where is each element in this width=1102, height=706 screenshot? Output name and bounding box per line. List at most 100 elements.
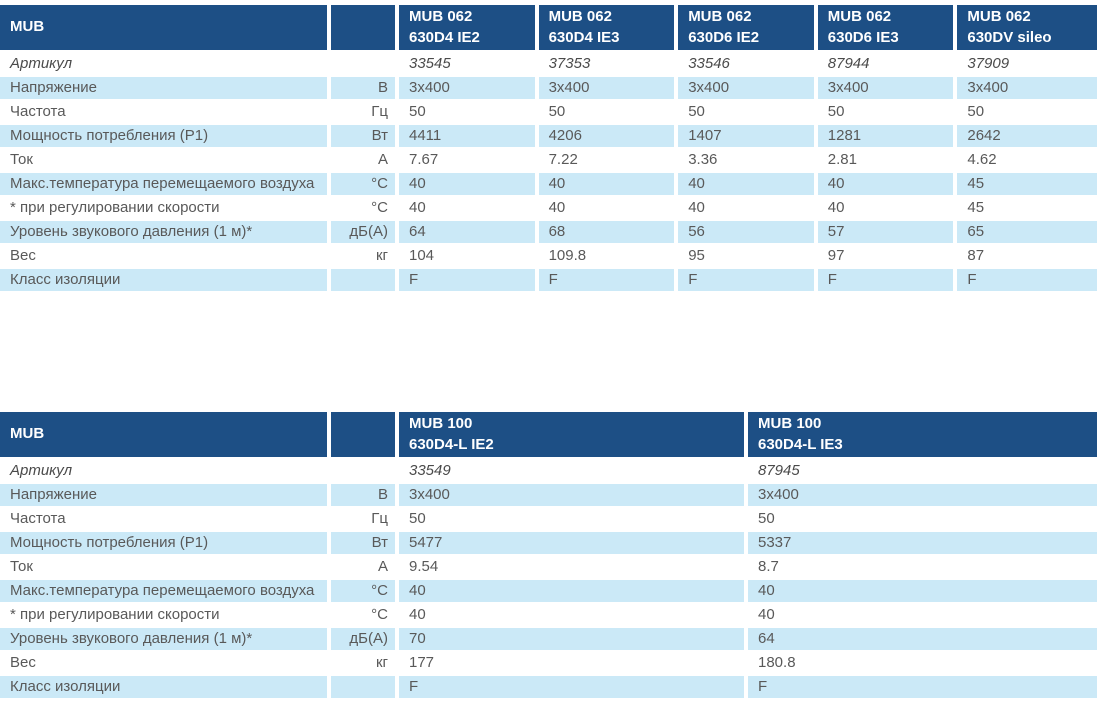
value-cell: 87945 (748, 460, 1097, 484)
row-label-cell: Мощность потребления (P1) (0, 532, 331, 556)
value-cell: 7.22 (538, 149, 679, 173)
table-title-cell: MUB (0, 5, 331, 53)
product-variant-line: 630D4 IE3 (548, 28, 620, 46)
product-model-line: MUB 062 (548, 8, 612, 26)
value-cell: 50 (957, 101, 1097, 125)
row-label-cell: * при регулировании скорости (0, 604, 331, 628)
value-cell: 104 (399, 245, 539, 269)
table-row: Вес кг 104 109.8 95 97 87 (0, 245, 1097, 269)
table-row: Артикул 33545 37353 33546 87944 37909 (0, 53, 1097, 77)
unit-header-cell (331, 412, 399, 460)
value-cell: 65 (957, 221, 1097, 245)
value-cell: F (748, 676, 1097, 700)
product-model-line: MUB 062 (409, 8, 473, 26)
table-row: Класс изоляции F F (0, 676, 1097, 700)
table-row: Макс.температура перемещаемого воздуха °C… (0, 580, 1097, 604)
table-row: Частота Гц 50 50 50 50 50 (0, 101, 1097, 125)
product-header-cell: MUB 062 630D6 IE3 (817, 5, 958, 53)
value-cell: 3x400 (678, 77, 818, 101)
product-variant-line: 630D6 IE3 (827, 28, 899, 46)
value-cell: 87944 (817, 53, 958, 77)
value-cell: 40 (817, 173, 958, 197)
value-cell: 70 (399, 628, 748, 652)
row-label-cell: * при регулировании скорости (0, 197, 331, 221)
product-header-cell: MUB 062 630D6 IE2 (678, 5, 818, 53)
row-unit-cell: В (331, 484, 399, 508)
value-cell: 33545 (399, 53, 539, 77)
value-cell: 3.36 (678, 149, 818, 173)
value-cell: 40 (399, 604, 748, 628)
product-model-line: MUB 062 (967, 8, 1031, 26)
row-label-cell: Вес (0, 245, 331, 269)
product-variant-line: 630DV sileo (967, 28, 1052, 46)
value-cell: 50 (538, 101, 679, 125)
value-cell: 177 (399, 652, 748, 676)
row-label-cell: Класс изоляции (0, 269, 331, 293)
row-label-cell: Ток (0, 149, 331, 173)
table-row: Частота Гц 50 50 (0, 508, 1097, 532)
spec-table-mub-100: MUB MUB 100 630D4-L IE2 MUB 100 630D4-L IE3 А… (0, 412, 1097, 700)
value-cell: 2642 (957, 125, 1097, 149)
value-cell: 40 (678, 173, 818, 197)
table-row: Ток А 7.67 7.22 3.36 2.81 4.62 (0, 149, 1097, 173)
table-row: Напряжение В 3x400 3x400 3x400 3x400 3x400 (0, 77, 1097, 101)
value-cell: 57 (817, 221, 958, 245)
product-variant-line: 630D6 IE2 (688, 28, 760, 46)
product-model-line: MUB 062 (827, 8, 892, 26)
table-row: Ток А 9.54 8.7 (0, 556, 1097, 580)
value-cell: 50 (817, 101, 958, 125)
value-cell: 5337 (748, 532, 1097, 556)
table-row: * при регулировании скорости °C 40 40 (0, 604, 1097, 628)
value-cell: 1407 (678, 125, 818, 149)
value-cell: 45 (957, 197, 1097, 221)
row-label-cell: Макс.температура перемещаемого воздуха (0, 580, 331, 604)
product-header-cell: MUB 062 630D4 IE2 (399, 5, 539, 53)
value-cell: 50 (678, 101, 818, 125)
value-cell: F (399, 269, 539, 293)
value-cell: 7.67 (399, 149, 539, 173)
table-row: Класс изоляции F F F F F (0, 269, 1097, 293)
value-cell: 3x400 (399, 77, 539, 101)
row-unit-cell (331, 676, 399, 700)
table-row: Мощность потребления (P1) Вт 5477 5337 (0, 532, 1097, 556)
table-row: Мощность потребления (P1) Вт 4411 4206 1407 1… (0, 125, 1097, 149)
product-header-cell: MUB 062 630D4 IE3 (538, 5, 679, 53)
spec-table-mub-062: MUB MUB 062 630D4 IE2 MUB 062 630D4 IE3 MUB 0… (0, 5, 1097, 293)
header-row: MUB MUB 062 630D4 IE2 MUB 062 630D4 IE3 MUB 0… (0, 5, 1097, 53)
product-model-line: MUB 100 (758, 415, 822, 433)
value-cell: 2.81 (817, 149, 958, 173)
row-label-cell: Уровень звукового давления (1 м)* (0, 628, 331, 652)
value-cell: 37909 (957, 53, 1097, 77)
value-cell: 40 (538, 197, 679, 221)
value-cell: 5477 (399, 532, 748, 556)
value-cell: 3x400 (399, 484, 748, 508)
product-header-cell: MUB 100 630D4-L IE2 (399, 412, 748, 460)
row-label-cell: Артикул (0, 53, 331, 77)
row-label-cell: Частота (0, 101, 331, 125)
value-cell: 4411 (399, 125, 539, 149)
row-label-cell: Вес (0, 652, 331, 676)
value-cell: 40 (748, 580, 1097, 604)
value-cell: 95 (678, 245, 818, 269)
row-label-cell: Ток (0, 556, 331, 580)
value-cell: 40 (748, 604, 1097, 628)
row-unit-cell: °C (331, 580, 399, 604)
value-cell: 50 (399, 101, 539, 125)
value-cell: 4.62 (957, 149, 1097, 173)
row-unit-cell: °C (331, 173, 399, 197)
value-cell: F (678, 269, 818, 293)
row-unit-cell (331, 53, 399, 77)
product-header-cell: MUB 062 630DV sileo (957, 5, 1097, 53)
value-cell: 8.7 (748, 556, 1097, 580)
row-label-cell: Напряжение (0, 77, 331, 101)
value-cell: 50 (399, 508, 748, 532)
header-row: MUB MUB 100 630D4-L IE2 MUB 100 630D4-L IE3 (0, 412, 1097, 460)
value-cell: 87 (957, 245, 1097, 269)
row-unit-cell: °C (331, 604, 399, 628)
value-cell: 109.8 (538, 245, 679, 269)
row-unit-cell: кг (331, 245, 399, 269)
value-cell: 3x400 (538, 77, 679, 101)
value-cell: 40 (678, 197, 818, 221)
value-cell: F (817, 269, 958, 293)
